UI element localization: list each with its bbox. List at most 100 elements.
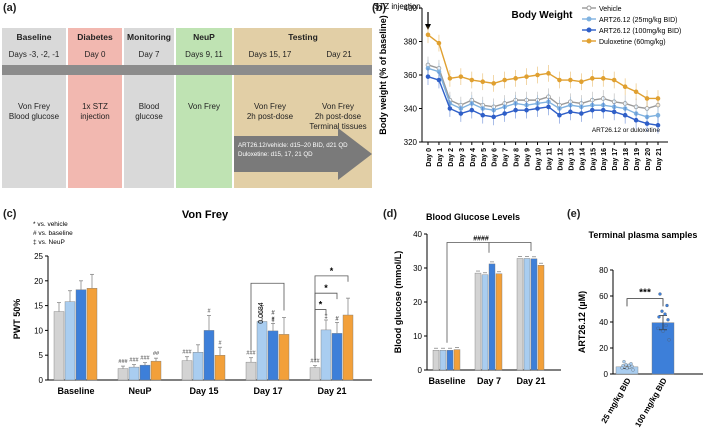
data-point: [480, 79, 486, 84]
data-point: [655, 112, 661, 118]
x-tick-label: 100 mg/kg BID: [633, 376, 668, 428]
data-point: [436, 77, 442, 83]
y-tick-label: 10: [413, 332, 422, 341]
data-point: [458, 111, 464, 116]
phase-days: Days -3, -2, -1: [8, 50, 60, 59]
bar: [495, 273, 503, 371]
x-tick-label: Day 3: [459, 148, 466, 167]
data-point: [656, 326, 660, 331]
significance-mark: ###: [246, 351, 256, 357]
bar: [214, 354, 226, 381]
data-point: [546, 104, 551, 110]
data-point: [557, 77, 562, 83]
legend-label: Vehicle: [599, 6, 622, 13]
x-tick-label: Day 17: [612, 148, 619, 171]
phase-desc: Blood glucose: [135, 102, 163, 121]
bar: [523, 258, 531, 371]
x-tick-label: Day 11: [546, 148, 553, 170]
legend-marker: [586, 27, 592, 33]
legend-note: ‡ vs. NeuP: [33, 239, 65, 246]
data-point: [631, 368, 635, 372]
significance-mark: ###: [310, 359, 320, 365]
phase-name: NeuP: [193, 32, 215, 42]
y-tick-label: 60: [599, 292, 608, 301]
data-point: [568, 109, 573, 115]
x-tick-label: Day 7: [503, 148, 510, 167]
data-point: [491, 114, 497, 120]
bar: [530, 258, 538, 371]
bar: [181, 360, 193, 381]
data-point: [658, 292, 662, 296]
bar: [516, 258, 524, 371]
bracket: [314, 275, 349, 361]
data-point: [667, 338, 671, 342]
data-point: [655, 122, 661, 128]
x-tick-label: Day 10: [536, 148, 543, 171]
legend-marker: [586, 38, 592, 44]
data-point: [622, 359, 626, 364]
series-line: [427, 76, 659, 126]
bar: [439, 350, 447, 371]
legend-marker: [586, 16, 592, 22]
chart-title: Body Weight: [512, 10, 574, 21]
phase-name: Testing: [288, 32, 318, 42]
x-tick-label: Day 17: [253, 386, 282, 396]
y-axis-label: Body weight (% of baseline): [378, 15, 388, 135]
body-weight-chart: 320 340 360 380 400 Body weight (% of baselin…: [374, 2, 681, 171]
testing-days-2: Day 21: [326, 50, 352, 59]
data-point: [661, 329, 665, 333]
x-tick-label: Day 18: [623, 148, 630, 171]
y-tick-label: 0: [418, 366, 423, 375]
phase-neup: NeuP Days 9, 11 Von Frey: [176, 28, 232, 188]
x-tick-label: Day 15: [590, 148, 597, 171]
data-point: [546, 71, 551, 76]
significance-mark: #: [335, 316, 339, 322]
bar: [488, 263, 496, 371]
bar: [86, 288, 98, 381]
y-axis-label: ART26.12 (µM): [577, 291, 587, 353]
data-point: [513, 107, 518, 113]
bar: [537, 265, 545, 371]
data-point: [502, 111, 507, 116]
bar: [192, 352, 204, 381]
chart-title: Von Frey: [182, 209, 229, 221]
x-tick-label: Day 15: [189, 386, 218, 396]
panel-label-e: (e): [567, 208, 581, 220]
x-tick-label: Day 16: [601, 148, 608, 171]
significance-mark: #: [207, 309, 211, 315]
data-point: [469, 77, 475, 83]
y-tick-label: 25: [34, 252, 43, 261]
panel-label-d: (d): [383, 208, 398, 220]
bar: [309, 367, 321, 381]
timeline: Baseline Days -3, -2, -1 Von Frey Blood g…: [2, 28, 372, 188]
x-tick-label: Day 5: [481, 148, 488, 167]
chart-title: Terminal plasma samples: [589, 230, 698, 240]
bar: [203, 330, 215, 381]
annotation-treatment: ART26.12 or duloxetine: [592, 127, 661, 134]
significance-mark: ###: [140, 356, 150, 362]
legend-label: ART26.12 (25mg/kg BID): [599, 17, 677, 24]
significance-mark: ###: [118, 359, 128, 365]
significance-mark: ###: [129, 358, 139, 364]
x-tick-label: Baseline: [57, 386, 94, 396]
data-point: [436, 40, 442, 46]
p-value: 0.0684: [258, 302, 265, 324]
x-tick-label: Day 0: [426, 148, 433, 167]
significance-mark: ***: [639, 288, 651, 299]
bar: [117, 368, 129, 381]
testing-desc-1: Von Frey 2h post-dose: [246, 102, 294, 121]
legend-marker: [586, 5, 592, 11]
panel-label-c: (c): [3, 208, 17, 220]
y-tick-label: 360: [404, 71, 418, 80]
bracket-star: *: [319, 300, 323, 310]
phase-monitoring: Monitoring Day 7 Blood glucose: [124, 28, 174, 188]
bar: [245, 361, 257, 381]
data-point: [600, 76, 606, 81]
x-tick-label: Day 13: [568, 148, 575, 171]
series-line: [427, 34, 658, 100]
phase-days: Days 9, 11: [185, 50, 223, 59]
significance-mark: #: [218, 340, 222, 346]
phase-name: Baseline: [16, 32, 52, 42]
phase-desc: Von Frey: [187, 102, 220, 111]
x-tick-label: Day 21: [656, 148, 663, 171]
